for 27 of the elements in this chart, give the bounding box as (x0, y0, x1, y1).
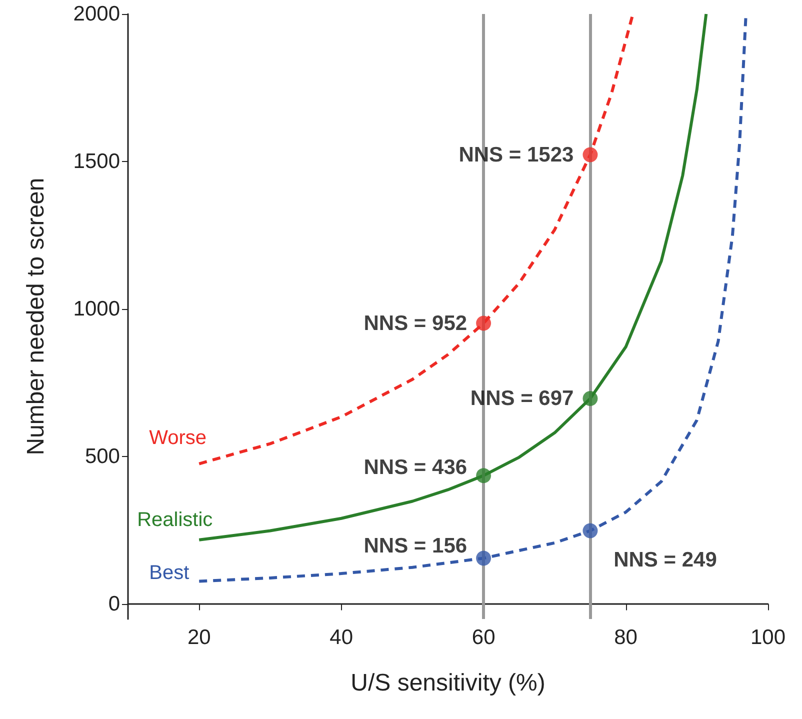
y-tick-label: 1000 (73, 298, 120, 321)
x-tick-label: 20 (187, 626, 211, 649)
y-tick-label: 2000 (73, 2, 120, 26)
series-label: Best (149, 562, 190, 584)
data-label: NNS = 697 (470, 387, 574, 410)
y-tick-label: 0 (108, 592, 120, 616)
x-tick-label: 60 (472, 626, 496, 649)
y-axis-title: Number needed to screen (22, 178, 50, 456)
y-tick-label: 500 (84, 445, 120, 468)
x-axis-title: U/S sensitivity (%) (350, 670, 546, 696)
data-label: NNS = 436 (364, 456, 468, 480)
series-label: Realistic (137, 508, 213, 531)
data-label: NNS = 156 (364, 534, 468, 558)
x-tick-label: 80 (614, 626, 638, 649)
point (476, 316, 492, 331)
data-label: NNS = 249 (614, 548, 717, 572)
data-label: NNS = 952 (364, 312, 468, 335)
point (582, 391, 598, 406)
y-tick-label: 1500 (73, 150, 120, 174)
point (476, 550, 492, 566)
point (582, 523, 598, 538)
x-tick-label: 100 (750, 626, 786, 649)
series-label: Worse (149, 426, 207, 449)
x-tick-label: 40 (330, 626, 354, 649)
point (582, 147, 598, 162)
point (476, 468, 492, 484)
data-label: NNS = 1523 (458, 143, 574, 166)
